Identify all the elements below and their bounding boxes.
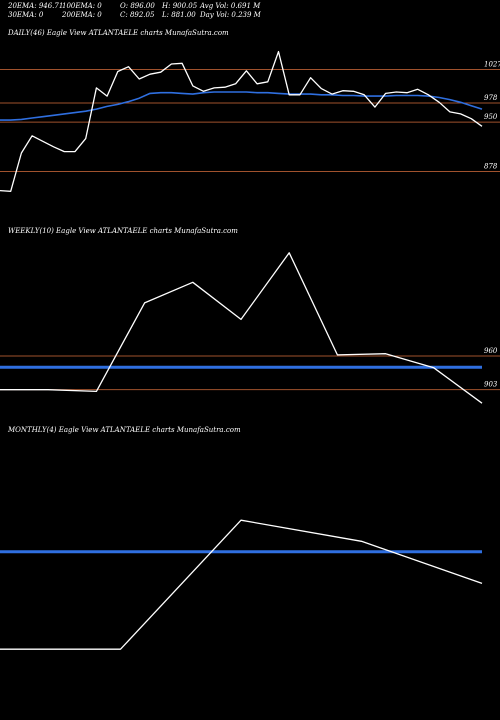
weekly-level-label: 960	[484, 347, 498, 355]
daily-price-line	[0, 50, 483, 192]
monthly-chart-title: MONTHLY(4) Eagle View ATLANTAELE charts …	[8, 426, 241, 434]
daily-chart: 1027 978 950 878	[0, 50, 500, 192]
avg-vol-readout: Avg Vol: 0.691 M	[200, 2, 261, 10]
daily-level-label: 878	[484, 162, 498, 170]
weekly-level-label: 903	[484, 381, 498, 389]
weekly-price-line	[0, 252, 483, 404]
daily-level-label: 950	[484, 113, 498, 121]
daily-level-label: 1027	[484, 60, 500, 68]
close-readout: C: 892.05	[120, 11, 155, 19]
ema20-readout: 20EMA: 946.71	[8, 2, 64, 10]
monthly-price-line	[0, 519, 483, 650]
ema30-readout: 30EMA: 0	[8, 11, 44, 19]
weekly-chart-title: WEEKLY(10) Eagle View ATLANTAELE charts …	[8, 227, 238, 235]
monthly-chart	[0, 519, 483, 650]
day-vol-readout: Day Vol: 0.239 M	[200, 11, 261, 19]
ema100-readout: 100EMA: 0	[62, 2, 102, 10]
open-readout: O: 896.00	[120, 2, 155, 10]
ema200-readout: 200EMA: 0	[62, 11, 102, 19]
high-readout: H: 900.05	[162, 2, 198, 10]
weekly-chart: 960 903	[0, 252, 500, 404]
daily-ema-line	[0, 91, 483, 121]
daily-level-label: 978	[484, 94, 498, 102]
daily-chart-title: DAILY(46) Eagle View ATLANTAELE charts M…	[8, 29, 229, 37]
low-readout: L: 881.00	[162, 11, 196, 19]
